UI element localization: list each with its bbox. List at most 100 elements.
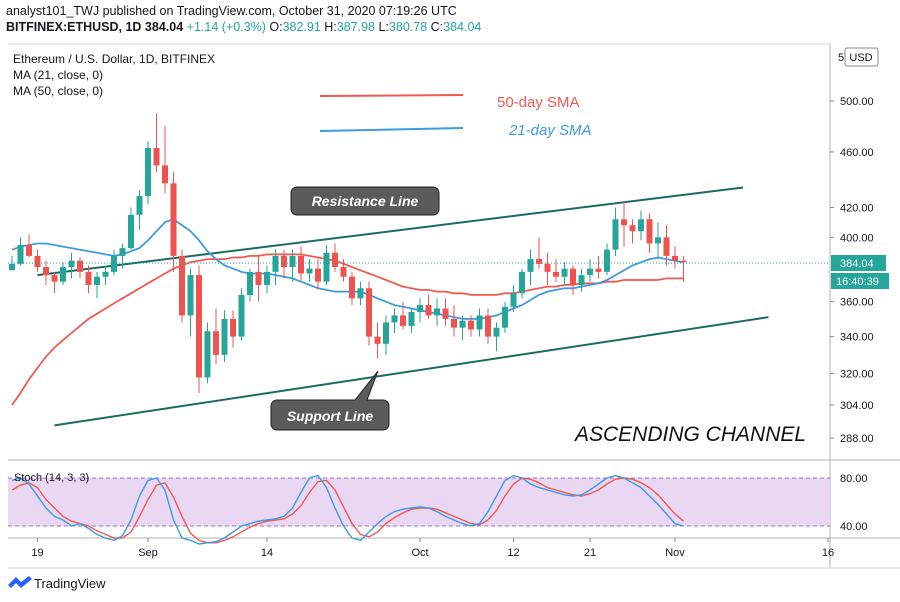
candle: [94, 271, 100, 299]
tradingview-logo-icon: [8, 576, 32, 588]
low-label: L:: [378, 20, 389, 34]
candle: [51, 271, 58, 294]
sma21-annotation: 21-day SMA: [508, 122, 592, 139]
candle: [493, 322, 500, 352]
high-label: H:: [324, 20, 337, 34]
candle: [136, 190, 143, 230]
candle: [272, 249, 279, 285]
candle: [425, 294, 432, 319]
candle: [247, 268, 253, 302]
candle: [510, 284, 517, 312]
price-tick-label: 460.00: [840, 147, 874, 159]
candle: [638, 210, 644, 241]
ohlc-line: BITFINEX:ETHUSD, 1D 384.04 +1.14 (+0.3%)…: [6, 19, 481, 35]
candle: [519, 268, 525, 299]
time-tick-label: Oct: [411, 547, 428, 559]
candle: [102, 265, 109, 285]
candle: [230, 310, 236, 348]
time-tick-label: Nov: [665, 547, 685, 559]
support-label: Support Line: [287, 408, 374, 424]
candle: [332, 243, 338, 272]
candle: [119, 243, 126, 269]
symbol-title: Ethereum / U.S. Dollar, 1D, BITFINEX: [13, 52, 216, 66]
close-label: C:: [430, 20, 444, 34]
candle: [604, 243, 610, 276]
candle: [43, 260, 49, 285]
candle: [655, 222, 661, 260]
candle: [502, 301, 508, 334]
candle: [621, 201, 627, 247]
candle: [612, 207, 619, 256]
candle: [349, 271, 355, 306]
price-tick-label: 340.00: [840, 332, 874, 344]
candle: [366, 281, 372, 346]
price-change: +1.14 (+0.3%): [186, 20, 266, 34]
candle: [306, 259, 313, 282]
open-value: 382.91: [282, 20, 321, 34]
high-value: 387.98: [336, 20, 375, 34]
indicator-legend: Ethereum / U.S. Dollar, 1D, BITFINEX MA …: [13, 51, 215, 99]
candle: [128, 207, 134, 250]
last-price-badge: [831, 255, 886, 271]
candle: [187, 268, 194, 337]
candle: [527, 249, 534, 285]
candle: [179, 249, 185, 323]
candle: [561, 262, 568, 285]
chart-header: analyst101_TWJ published on TradingView.…: [6, 3, 481, 35]
candle: [476, 308, 483, 337]
time-tick-label: 14: [261, 547, 273, 559]
candle: [374, 322, 381, 359]
candle: [298, 246, 304, 282]
resistance-callout: Resistance Line: [290, 186, 440, 216]
candle: [595, 255, 602, 279]
support-line: [54, 316, 769, 427]
candle: [536, 237, 542, 269]
candle: [468, 315, 474, 337]
candle: [357, 281, 364, 306]
sma21-legend-line: [319, 127, 464, 132]
last-price-badge-label: 384.04: [840, 258, 874, 270]
candle: [340, 259, 347, 282]
countdown-badge: [831, 273, 889, 289]
price-tick-label: 360.00: [840, 297, 874, 309]
currency-box[interactable]: [844, 47, 879, 67]
axis-top-cut: 5: [838, 52, 844, 64]
candle: [26, 234, 32, 258]
stoch-tick-label: 80.00: [840, 473, 868, 485]
price-tick-label: 320.00: [840, 369, 874, 381]
close-value: 384.04: [443, 20, 482, 34]
candle: [204, 322, 211, 384]
candle: [85, 265, 92, 294]
candle: [34, 249, 41, 272]
publish-line: analyst101_TWJ published on TradingView.…: [6, 4, 457, 18]
candle: [629, 219, 636, 244]
price-tick-label: 304.00: [840, 400, 874, 412]
candle: [578, 268, 585, 292]
sma50-legend-line: [319, 94, 464, 97]
candle: [587, 259, 593, 282]
candle: [315, 259, 321, 289]
price-tick-label: 420.00: [840, 203, 874, 215]
resistance-line: [37, 186, 744, 277]
countdown-label: 16:40:39: [836, 276, 879, 288]
candle: [672, 246, 678, 269]
pattern-label: ASCENDING CHANNEL: [573, 423, 806, 446]
candle: [196, 265, 202, 394]
brand-label: TradingView: [34, 576, 106, 591]
ma50-legend[interactable]: MA (50, close, 0): [13, 84, 104, 98]
stoch-tick-label: 40.00: [840, 521, 868, 533]
candle: [162, 125, 168, 194]
candle: [255, 255, 262, 302]
symbol-label: BITFINEX:ETHUSD, 1D: [6, 20, 142, 34]
candle: [434, 298, 440, 326]
candle: [680, 255, 687, 282]
candle: [145, 141, 151, 205]
candle: [451, 305, 457, 337]
time-tick-label: 21: [584, 547, 596, 559]
stoch-d-line: [11, 477, 684, 544]
ma21-legend[interactable]: MA (21, close, 0): [13, 68, 104, 82]
open-label: O:: [269, 20, 283, 34]
price-tick-label: 288.00: [840, 433, 874, 445]
resistance-label: Resistance Line: [312, 193, 419, 209]
